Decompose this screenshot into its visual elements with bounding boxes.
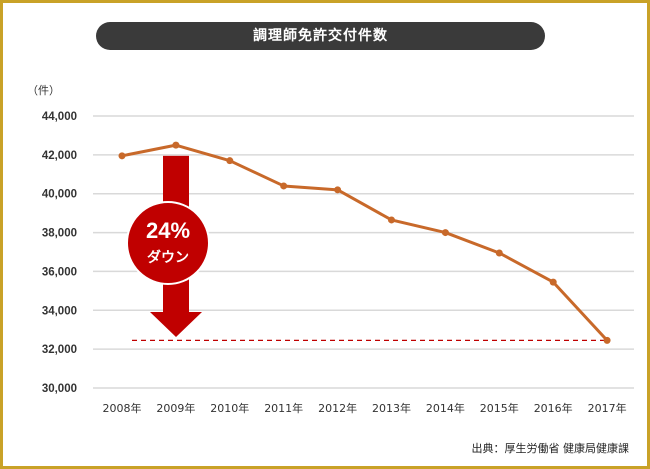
y-tick-label: 42,000 bbox=[42, 150, 77, 162]
data-point bbox=[549, 278, 557, 286]
x-tick-label: 2015年 bbox=[480, 401, 519, 415]
data-point bbox=[280, 182, 288, 190]
y-axis-unit: （件） bbox=[27, 84, 60, 97]
data-point bbox=[334, 186, 342, 194]
data-point bbox=[118, 152, 126, 160]
y-tick-label: 30,000 bbox=[42, 383, 77, 395]
data-point bbox=[441, 229, 449, 237]
source-note: 出典：厚生労働省 健康局健康課 bbox=[471, 442, 630, 455]
x-tick-label: 2008年 bbox=[103, 401, 142, 415]
data-point bbox=[172, 141, 180, 149]
chart-title: 調理師免許交付件数 bbox=[96, 22, 545, 50]
x-tick-label: 2014年 bbox=[426, 401, 465, 415]
x-tick-label: 2009年 bbox=[156, 401, 195, 415]
data-point bbox=[495, 249, 503, 257]
x-tick-label: 2012年 bbox=[318, 401, 357, 415]
y-tick-label: 32,000 bbox=[42, 344, 77, 356]
decrease-text: ダウン bbox=[147, 249, 189, 266]
decrease-badge bbox=[126, 201, 210, 285]
series-line bbox=[121, 143, 609, 342]
x-tick-label: 2010年 bbox=[210, 401, 249, 415]
y-tick-label: 38,000 bbox=[42, 228, 77, 240]
x-tick-label: 2013年 bbox=[372, 401, 411, 415]
x-tick-label: 2011年 bbox=[264, 401, 303, 415]
decrease-percent: 24% bbox=[146, 218, 190, 243]
data-point bbox=[388, 216, 395, 224]
y-tick-label: 36,000 bbox=[42, 266, 77, 278]
data-point bbox=[603, 336, 611, 344]
line-chart: 30,000 32,000 34,000 36,000 38,000 40,000 42,0… bbox=[42, 111, 634, 415]
y-tick-label: 40,000 bbox=[42, 189, 77, 201]
y-tick-label: 44,000 bbox=[42, 111, 77, 123]
x-tick-label: 2016年 bbox=[534, 401, 573, 415]
y-tick-label: 34,000 bbox=[42, 305, 77, 317]
data-point bbox=[226, 157, 234, 165]
down-arrow-head bbox=[150, 312, 202, 337]
x-tick-label: 2017年 bbox=[588, 401, 627, 415]
